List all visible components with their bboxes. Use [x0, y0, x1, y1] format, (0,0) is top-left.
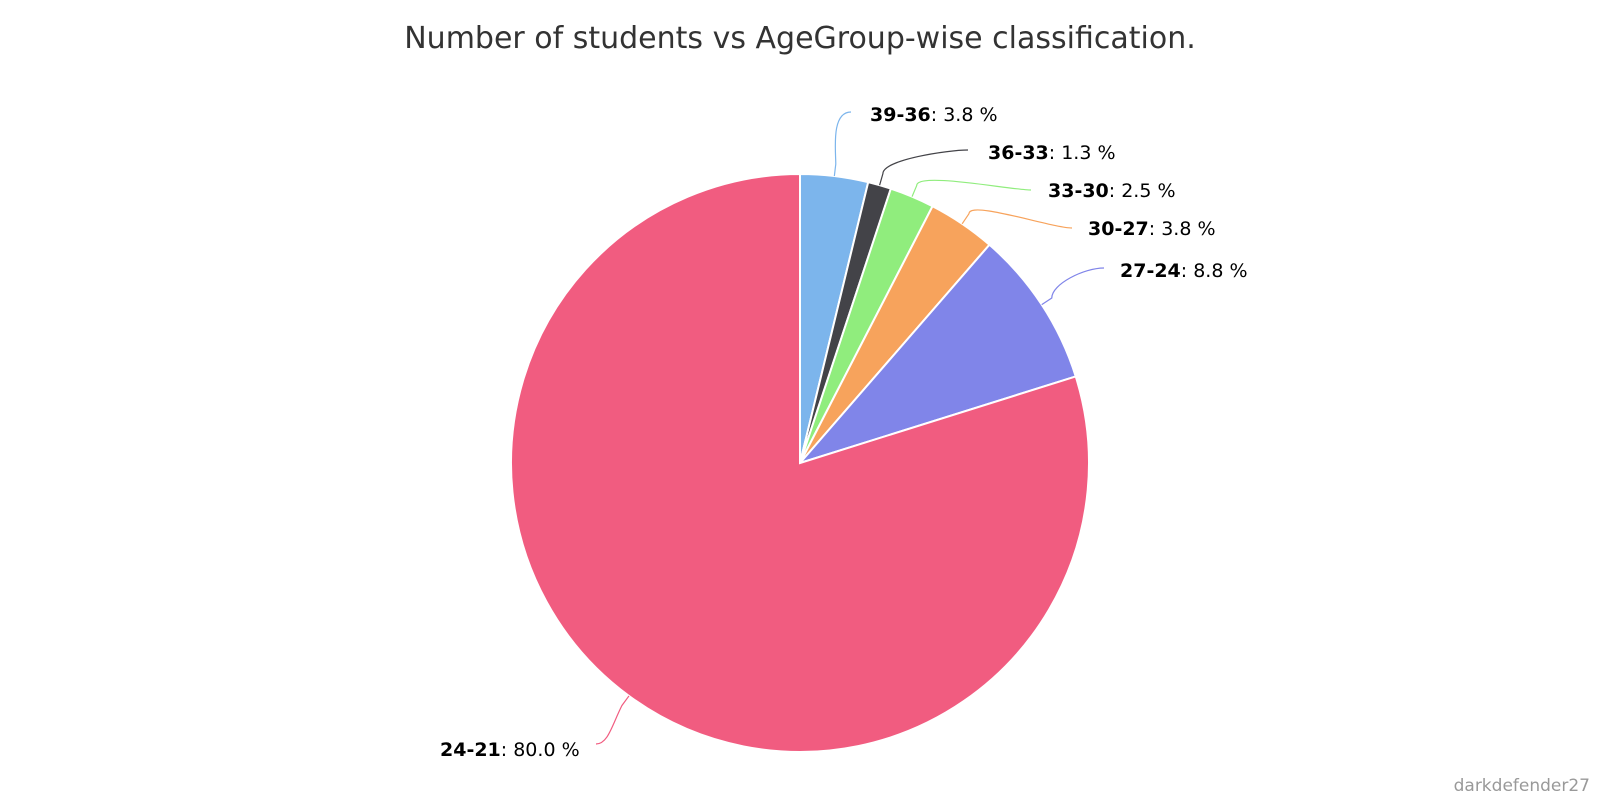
data-label-36-33: 36-33: 1.3 %: [988, 142, 1116, 164]
data-label-30-27: 30-27: 3.8 %: [1088, 218, 1216, 240]
data-label-category: 36-33: [988, 142, 1049, 164]
data-label-category: 33-30: [1048, 180, 1109, 202]
data-label-category: 27-24: [1120, 260, 1181, 282]
data-label-category: 39-36: [870, 104, 931, 126]
data-label-category: 30-27: [1088, 218, 1149, 240]
connector-33-30: [911, 179, 1032, 197]
pie-slice-24-21[interactable]: [510, 172, 1090, 753]
data-label-category: 24-21: [440, 739, 501, 761]
data-label-33-30: 33-30: 2.5 %: [1048, 180, 1176, 202]
data-label-value: : 2.5 %: [1109, 180, 1176, 202]
data-label-24-21: 24-21: 80.0 %: [440, 739, 580, 761]
data-label-value: : 80.0 %: [501, 739, 580, 761]
connector-30-27: [961, 209, 1073, 229]
slice-labels: 39-36: 3.8 %36-33: 1.3 %33-30: 2.5 %30-2…: [440, 104, 1248, 761]
label-connectors: [595, 111, 1105, 745]
data-label-27-24: 27-24: 8.8 %: [1120, 260, 1248, 282]
data-label-39-36: 39-36: 3.8 %: [870, 104, 998, 126]
data-label-value: : 8.8 %: [1181, 260, 1248, 282]
data-label-value: : 1.3 %: [1049, 142, 1116, 164]
data-label-value: : 3.8 %: [931, 104, 998, 126]
connector-27-24: [1041, 267, 1105, 306]
connector-39-36: [833, 111, 852, 177]
pie-slices: [510, 172, 1090, 753]
chart-title: Number of students vs AgeGroup-wise clas…: [404, 21, 1196, 56]
data-label-value: : 3.8 %: [1149, 218, 1216, 240]
connector-36-33: [879, 149, 969, 186]
credit-text[interactable]: darkdefender27: [1454, 776, 1590, 796]
connector-24-21: [595, 695, 630, 745]
